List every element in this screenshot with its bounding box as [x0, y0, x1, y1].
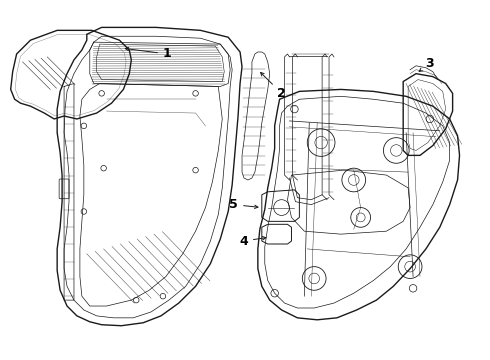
- Text: 2: 2: [261, 72, 286, 100]
- Text: 4: 4: [239, 235, 266, 248]
- Text: 3: 3: [419, 57, 434, 71]
- Text: 1: 1: [125, 47, 172, 60]
- Text: 5: 5: [229, 198, 258, 211]
